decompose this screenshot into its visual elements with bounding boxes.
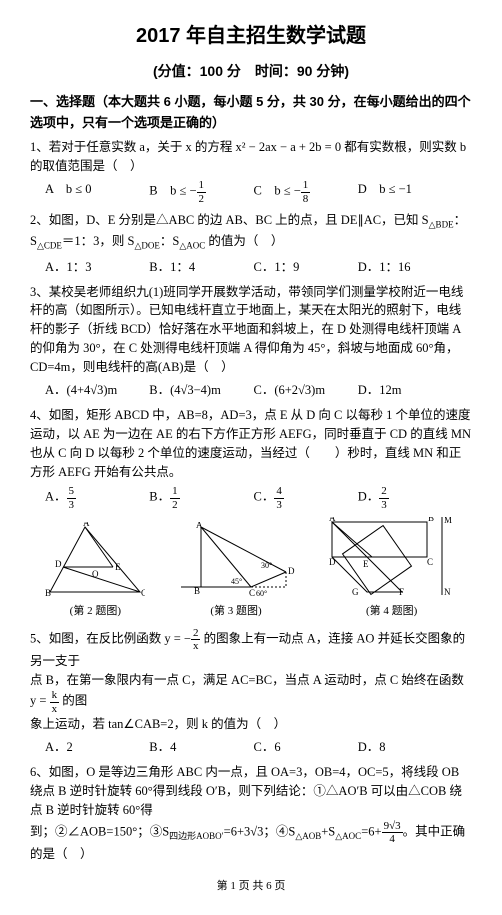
q4-opt-a: A．53 (45, 485, 149, 510)
q2-opt-d: D．1：16 (358, 257, 462, 277)
svg-text:A: A (329, 517, 336, 523)
figure-2-svg: A B C D E O (45, 522, 145, 597)
q5-opt-b: B．4 (149, 737, 253, 757)
question-5: 5、如图，在反比例函数 y = −2x 的图象上有一动点 A，连接 AO 并延长… (30, 627, 472, 734)
question-1: 1、若对于任意实数 a，关于 x 的方程 x² − 2ax − a + 2b =… (30, 138, 472, 176)
page-title: 2017 年自主招生数学试题 (30, 20, 472, 52)
svg-text:E: E (363, 559, 369, 569)
question-4-options: A．53 B．12 C．43 D．23 (45, 485, 462, 510)
q5-opt-c: C．6 (254, 737, 358, 757)
svg-text:B: B (428, 517, 434, 523)
svg-text:B: B (194, 586, 200, 596)
q3-opt-d: D．12m (358, 380, 462, 400)
question-1-options: A b ≤ 0 B b ≤ −12 C b ≤ −18 D b ≤ −1 (45, 179, 462, 204)
question-5-options: A．2 B．4 C．6 D．8 (45, 737, 462, 757)
figure-3-svg: A B C D 30° 45° 60° (176, 522, 296, 597)
svg-text:C: C (427, 557, 433, 567)
svg-text:45°: 45° (231, 577, 242, 586)
question-6: 6、如图，O 是等边三角形 ABC 内一点，且 OA=3，OB=4，OC=5，将… (30, 763, 472, 863)
svg-text:B: B (45, 588, 51, 597)
figure-2: A B C D E O (第 2 题图) (45, 522, 145, 621)
q2-opt-a: A．1：3 (45, 257, 149, 277)
svg-text:O: O (92, 569, 99, 579)
question-3-options: A．(4+4√3)m B．(4√3−4)m C．(6+2√3)m D．12m (45, 380, 462, 400)
svg-text:30°: 30° (261, 561, 272, 570)
q4-opt-c: C．43 (254, 485, 358, 510)
svg-text:D: D (288, 566, 295, 576)
subtitle: (分值：100 分 时间：90 分钟) (30, 60, 472, 82)
svg-text:N: N (444, 587, 451, 597)
q3-opt-c: C．(6+2√3)m (254, 380, 358, 400)
svg-text:A: A (83, 522, 90, 528)
q1-opt-a: A b ≤ 0 (45, 179, 149, 204)
svg-text:60°: 60° (256, 589, 267, 597)
svg-text:D: D (329, 557, 336, 567)
section-1-header: 一、选择题（本大题共 6 小题，每小题 5 分，共 30 分，在每小题给出的四个… (30, 92, 472, 134)
page-footer: 第 1 页 共 6 页 (30, 878, 472, 896)
q4-opt-d: D．23 (358, 485, 462, 510)
q5-opt-a: A．2 (45, 737, 149, 757)
figure-4: A D C B E M N F G (第 4 题图) (327, 517, 457, 621)
q3-opt-a: A．(4+4√3)m (45, 380, 149, 400)
svg-text:F: F (399, 587, 404, 597)
svg-text:C: C (249, 588, 255, 597)
svg-text:A: A (196, 522, 203, 530)
q1-opt-b: B b ≤ −12 (149, 179, 253, 204)
svg-text:C: C (141, 588, 145, 597)
q1-opt-d: D b ≤ −1 (358, 179, 462, 204)
question-3: 3、某校吴老师组织九(1)班同学开展数学活动，带领同学们测量学校附近一电线杆的高… (30, 283, 472, 377)
q4-opt-b: B．12 (149, 485, 253, 510)
figure-3: A B C D 30° 45° 60° (第 3 题图) (176, 522, 296, 621)
svg-text:G: G (352, 587, 359, 597)
question-2: 2、如图，D、E 分别是△ABC 的边 AB、BC 上的点，且 DE∥AC，已知… (30, 211, 472, 253)
svg-text:E: E (115, 562, 121, 572)
figure-4-svg: A D C B E M N F G (327, 517, 457, 597)
svg-text:M: M (444, 517, 452, 525)
q2-opt-c: C．1：9 (254, 257, 358, 277)
svg-text:D: D (55, 559, 62, 569)
question-4: 4、如图，矩形 ABCD 中，AB=8，AD=3，点 E 从 D 向 C 以每秒… (30, 406, 472, 481)
q5-opt-d: D．8 (358, 737, 462, 757)
question-2-options: A．1：3 B．1：4 C．1：9 D．1：16 (45, 257, 462, 277)
figures-row: A B C D E O (第 2 题图) A B C D 30° 45° 60°… (30, 517, 472, 621)
q1-opt-c: C b ≤ −18 (254, 179, 358, 204)
q3-opt-b: B．(4√3−4)m (149, 380, 253, 400)
q2-opt-b: B．1：4 (149, 257, 253, 277)
